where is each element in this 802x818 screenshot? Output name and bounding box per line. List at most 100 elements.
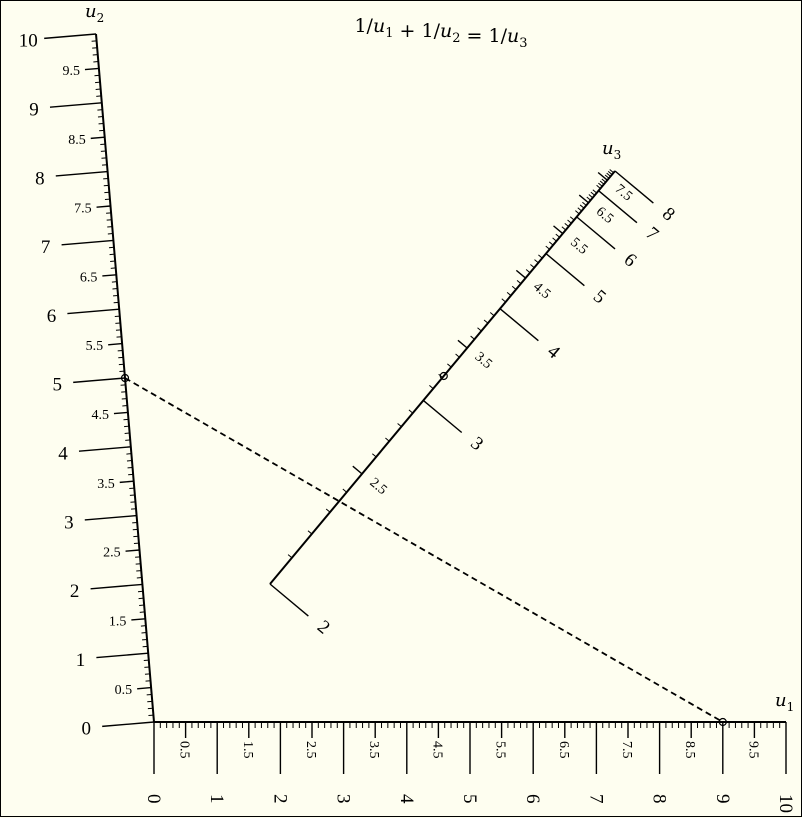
u3-half-label: 4.5: [530, 280, 553, 303]
u3-major-label: 5: [589, 286, 610, 308]
u2-tick: [102, 722, 154, 726]
u3-tick: [610, 170, 614, 173]
u1-axis-name: u1: [775, 690, 794, 714]
u3-tick: [490, 313, 494, 316]
u3-tick: [554, 226, 563, 234]
u2-half-label: 9.5: [62, 64, 80, 79]
u3-tick: [507, 292, 511, 295]
isopleth-line: [125, 378, 723, 722]
u3-tick: [517, 280, 521, 283]
u1-major-label: 8: [649, 794, 670, 804]
u3-tick: [607, 173, 611, 176]
equation-part: 1/: [354, 15, 373, 37]
u3-tick: [605, 175, 609, 178]
u1-half-label: 7.5: [619, 741, 634, 759]
u3-tick: [270, 584, 308, 616]
equation-part: u: [507, 25, 519, 47]
u3-tick: [565, 223, 569, 226]
u3-major-label: 4: [543, 341, 564, 364]
u3-tick: [556, 234, 560, 237]
u3-tick: [578, 208, 582, 211]
u2-major-label: 8: [35, 168, 45, 189]
u2-tick: [73, 378, 125, 382]
u3-major-label: 2: [313, 616, 334, 638]
u3-tick: [458, 340, 467, 348]
u3-tick: [570, 217, 574, 220]
u3-tick: [478, 328, 482, 331]
u2-major-label: 10: [19, 31, 38, 52]
u3-tick: [549, 242, 553, 245]
u3-tick: [568, 220, 572, 223]
u1-half-label: 6.5: [556, 741, 571, 759]
u3-tick: [580, 205, 584, 208]
u2-half-label: 3.5: [97, 477, 115, 492]
u3-tick: [600, 181, 604, 184]
u2-half-label: 2.5: [103, 546, 121, 561]
u3-tick: [587, 197, 591, 200]
u3-tick: [602, 179, 606, 182]
u3-tick: [456, 354, 460, 357]
u3-tick: [597, 185, 601, 188]
u3-tick: [593, 190, 597, 193]
u3-tick: [409, 410, 413, 413]
equation-part: u: [440, 20, 452, 42]
u1-major-label: 2: [269, 794, 290, 804]
u1-major-label: 9: [712, 794, 733, 804]
u2-major-label: 4: [58, 444, 68, 465]
u2-axis-name: u2: [85, 1, 104, 25]
u1-half-label: 9.5: [745, 741, 760, 759]
u3-half-label: 6.5: [593, 204, 616, 227]
u2-half-label: 6.5: [80, 270, 98, 285]
u2-major-label: 0: [81, 719, 91, 740]
equation-part: + 1/: [393, 20, 440, 42]
u2-major-label: 5: [52, 375, 62, 396]
u3-axis-name: u3: [602, 138, 621, 162]
u2-tick: [114, 412, 128, 413]
u3-tick: [484, 320, 488, 323]
u1-major-label: 7: [585, 794, 606, 804]
u3-tick: [538, 255, 542, 258]
u2-tick: [96, 653, 148, 657]
u1-half-label: 8.5: [682, 741, 697, 759]
u2-major-label: 6: [47, 306, 57, 327]
u3-tick: [288, 555, 292, 558]
u1-half-label: 1.5: [240, 741, 255, 759]
u3-tick: [530, 264, 534, 267]
u3-tick: [500, 309, 538, 341]
u1-major-label: 4: [396, 794, 417, 804]
u2-half-label: 5.5: [86, 339, 104, 354]
u2-tick: [137, 688, 151, 689]
u3-half-label: 2.5: [367, 475, 390, 498]
u2-half-label: 8.5: [68, 133, 86, 148]
u3-major-label: 7: [642, 223, 663, 245]
u3-tick: [553, 238, 557, 241]
u2-tick: [56, 172, 108, 176]
u1-half-label: 5.5: [493, 741, 508, 759]
u1-half-label: 4.5: [429, 741, 444, 759]
u3-tick: [372, 454, 376, 457]
u3-tick: [582, 202, 586, 205]
u1-half-label: 0.5: [177, 741, 192, 759]
u2-tick: [79, 447, 131, 451]
equation-part: u: [373, 15, 385, 37]
u2-tick: [97, 206, 111, 207]
u1-half-label: 3.5: [366, 741, 381, 759]
u2-half-label: 0.5: [115, 683, 133, 698]
u2-tick: [108, 344, 122, 345]
equation-subscript: 3: [519, 36, 527, 51]
u3-tick: [546, 246, 550, 249]
u3-tick: [512, 286, 516, 289]
u2-tick: [85, 516, 137, 520]
u2-major-label: 2: [70, 581, 80, 602]
u2-tick: [126, 550, 140, 551]
u2-tick: [91, 137, 105, 138]
u3-tick: [562, 227, 566, 230]
u3-tick: [534, 260, 538, 263]
u1-major-label: 6: [522, 794, 543, 804]
u3-tick: [423, 400, 461, 432]
u2-scale: 0123456789100.51.52.53.54.55.56.57.58.59…: [19, 1, 154, 740]
u1-major-label: 1: [206, 794, 227, 804]
u1-major-label: 5: [459, 794, 480, 804]
u3-tick: [598, 183, 602, 186]
